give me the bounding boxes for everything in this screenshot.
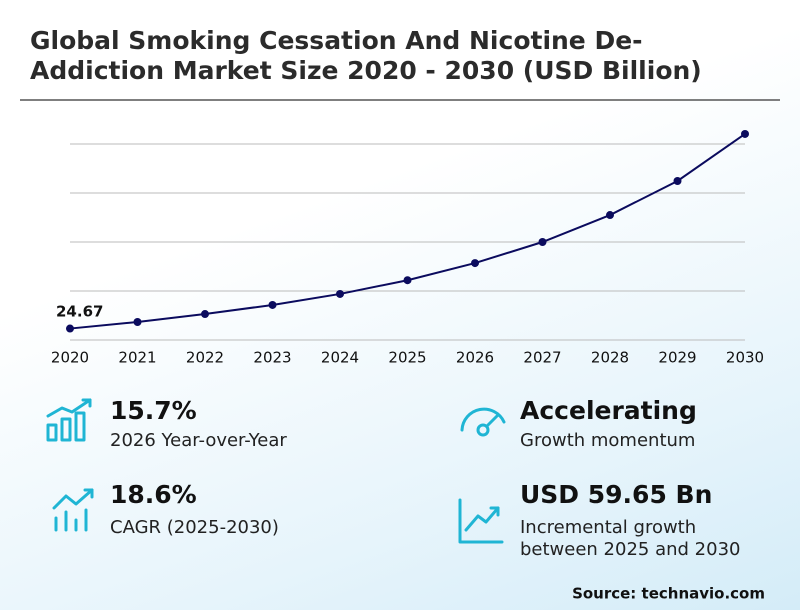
point (133, 317, 142, 326)
stat-value: USD 59.65 Bn (520, 480, 712, 509)
gauge-icon (460, 407, 506, 437)
x-tick-label: 2023 (253, 349, 291, 367)
point (741, 129, 749, 138)
x-tick-label: 2022 (186, 349, 224, 367)
point (606, 211, 614, 220)
x-tick-label: 2026 (456, 349, 494, 367)
stat-value: 18.6% (110, 480, 197, 509)
stat-label: CAGR (2025-2030) (110, 517, 279, 538)
stat-label: between 2025 and 2030 (520, 539, 740, 560)
x-tick-label: 2020 (51, 349, 89, 367)
x-tick-label: 2024 (321, 349, 359, 367)
growth-chart-icon (458, 498, 504, 544)
x-tick-label: 2028 (591, 349, 629, 367)
cagr-icon (52, 488, 94, 532)
point (673, 176, 682, 185)
stat-label: Growth momentum (520, 430, 695, 451)
stat-value: 15.7% (110, 396, 197, 425)
point (268, 300, 277, 309)
x-tick-label: 2025 (388, 349, 426, 367)
x-tick-label: 2030 (726, 349, 764, 367)
source: Source: technavio.com (572, 585, 765, 603)
stat-value: Accelerating (520, 396, 697, 425)
point (403, 276, 412, 285)
point (471, 259, 479, 268)
point (336, 289, 344, 298)
line (69, 133, 746, 330)
stat-label: 2026 Year-over-Year (110, 430, 287, 451)
point (66, 324, 74, 333)
point (201, 310, 209, 319)
x-tick-label: 2029 (658, 349, 696, 367)
chart-title: Global Smoking Cessation And Nicotine De… (30, 26, 702, 85)
stat-label: Incremental growth (520, 517, 696, 538)
point (538, 238, 547, 246)
x-tick-label: 2027 (523, 349, 561, 367)
data-label: 24.67 (56, 303, 103, 321)
bar-growth-icon (46, 398, 92, 442)
x-tick-label: 2021 (118, 349, 156, 367)
